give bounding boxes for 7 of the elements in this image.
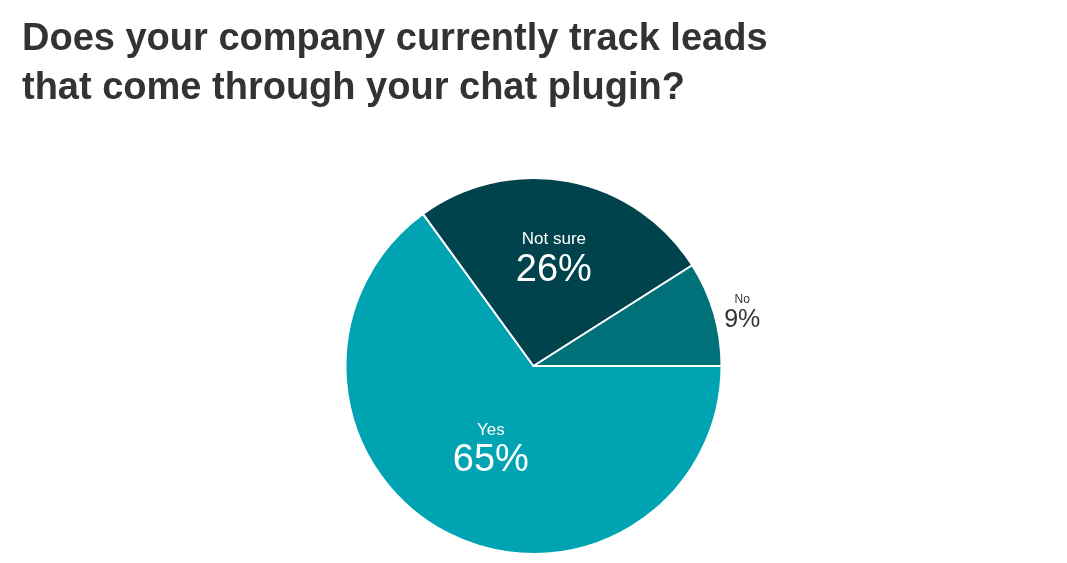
slice-label: Yes bbox=[476, 420, 505, 440]
data-label: 26% bbox=[515, 246, 592, 289]
chart-title: Does your company currently track leads that come through your chat plugin? bbox=[22, 16, 768, 108]
data-label: 65% bbox=[452, 437, 529, 480]
slice-label: No bbox=[734, 291, 751, 306]
data-label: 9% bbox=[724, 304, 761, 333]
slice-label: Not sure bbox=[521, 229, 586, 249]
